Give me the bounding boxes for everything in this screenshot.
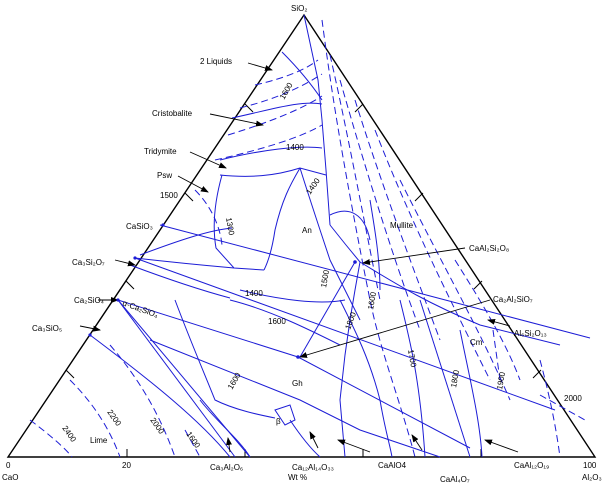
field-label-beta: β (276, 417, 281, 426)
isotherm-label: 1600 (184, 430, 202, 450)
label-alpha-ca2sio4: α-Ca₂SiO₄ (121, 298, 159, 319)
axis-label-20: 20 (122, 461, 131, 470)
label-ca3si2o7: Ca₃Si₂O₇ (72, 258, 105, 267)
isotherm-label: 1400 (304, 176, 322, 196)
label-psw: Psw (157, 171, 172, 180)
isotherm-label: 2000 (148, 416, 166, 436)
isotherm-label: 1600 (366, 291, 378, 311)
field-label-gh: Gh (292, 379, 303, 388)
field-labels: An Mullite Cm Gh β (276, 221, 483, 426)
vertex-label-cao: CaO (2, 473, 18, 482)
phase-boundaries (89, 14, 591, 458)
label-ca2sio4: Ca₂SiO₄ (74, 296, 104, 305)
compound-points (88, 223, 357, 359)
isotherm-label: 1600 (278, 81, 295, 101)
label-2-liquids: 2 Liquids (200, 57, 232, 66)
axis-label-100: 100 (583, 461, 597, 470)
isotherm-label: 1500 (319, 269, 331, 289)
isotherm-label: 1600 (226, 371, 243, 391)
boundary-an-gh (299, 261, 356, 358)
label-caal2si2o8: CaAl₂Si₂O₈ (469, 244, 509, 253)
isotherm-label: 1800 (343, 310, 358, 330)
callout-labels: 2 Liquids Cristobalite Tridymite Psw CaS… (32, 57, 549, 484)
label-caal4o7: CaAl₄O₇ (440, 475, 470, 484)
isotherm-label: 1400 (286, 143, 304, 152)
callout-arrows (79, 62, 519, 453)
axis-label-0: 0 (6, 461, 11, 470)
label-ca3al2o6: Ca₃Al₂O₆ (210, 463, 243, 472)
vertex-labels: SiO₂ CaO Al₂O₃ 0 20 100 Wt % (2, 4, 602, 482)
label-caal12o19: CaAl₁₂O₁₉ (514, 461, 549, 470)
isotherm-label: 1900 (495, 371, 507, 391)
isotherm-label: 2000 (564, 394, 582, 403)
boundary-silica-mullite (303, 14, 331, 226)
isotherm-labels: 1600 1400 1400 1500 1300 1500 1400 1600 … (60, 81, 582, 451)
label-ca12al14o33: Ca₁₂Al₁₄O₃₃ (292, 463, 334, 472)
label-ca3sio5: Ca₃SiO₅ (32, 324, 62, 333)
isotherm-label: 1300 (224, 217, 236, 237)
label-tridymite: Tridymite (144, 147, 177, 156)
isotherm-label: 2200 (105, 408, 123, 428)
vertex-label-sio2: SiO₂ (291, 4, 307, 13)
isotherm-label: 1500 (160, 191, 178, 200)
label-lime: Lime (90, 436, 108, 445)
isotherm-lines (29, 19, 586, 458)
isotherm-label: 1400 (245, 289, 263, 298)
field-label-mullite: Mullite (390, 221, 414, 230)
field-label-an: An (302, 226, 312, 235)
isotherm-label: 1800 (449, 369, 461, 389)
triangle-outline (6, 13, 597, 458)
triangle-frame (6, 13, 597, 458)
field-contours (299, 167, 361, 321)
label-al6si2o13: Al₆Si₂O₁₃ (514, 329, 547, 338)
label-ca2al2sio7: Ca₂Al₂SiO₇ (493, 295, 533, 304)
edge-ticks (65, 103, 542, 457)
isotherm-label: 1700 (406, 349, 418, 369)
label-casio3: CaSiO₃ (126, 222, 153, 231)
isotherm-label: 1600 (268, 317, 286, 326)
isotherm-label: 2400 (60, 424, 78, 444)
vertex-label-al2o3: Al₂O₃ (582, 473, 602, 482)
axis-unit-label: Wt % (288, 473, 307, 482)
label-caal2o4: CaAlO4 (378, 461, 407, 470)
field-label-cm: Cm (470, 338, 483, 347)
label-cristobalite: Cristobalite (152, 109, 193, 118)
